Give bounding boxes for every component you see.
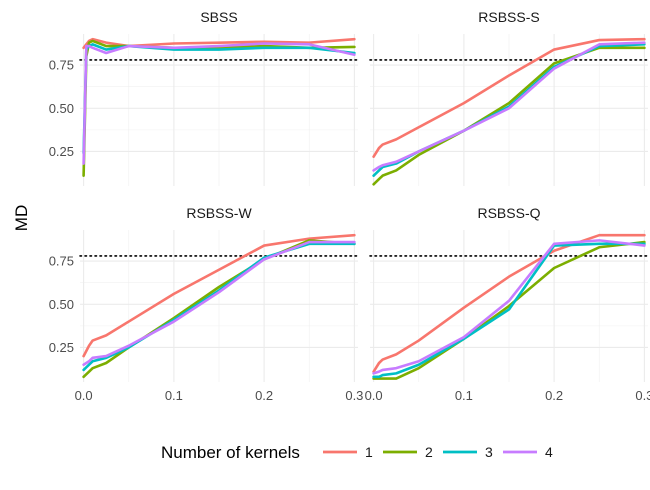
legend-label-2: 2 xyxy=(425,444,433,460)
series-line-4 xyxy=(372,41,646,172)
facet-panel: SBSS 0.25 0.50 0.75 xyxy=(49,9,359,186)
x-tick-label: 0.2 xyxy=(545,388,563,403)
series-line-2 xyxy=(372,240,646,380)
panel-title: RSBSS-S xyxy=(478,9,539,25)
y-tick-label: 0.50 xyxy=(49,101,74,116)
y-tick-label: 0.75 xyxy=(49,254,74,269)
series-line-4 xyxy=(82,240,356,367)
facet-panel: RSBSS-Q 0.0 0.1 0.2 0.3 xyxy=(365,205,650,403)
panel-title: SBSS xyxy=(200,9,237,25)
series-line-4 xyxy=(372,239,646,375)
legend-label-3: 3 xyxy=(485,444,493,460)
y-tick-label: 0.50 xyxy=(49,297,74,312)
legend-title: Number of kernels xyxy=(161,443,300,462)
series-line-1 xyxy=(372,37,646,158)
panel-title: RSBSS-W xyxy=(186,205,252,221)
x-tick-label: 0.3 xyxy=(635,388,650,403)
series-line-3 xyxy=(372,242,646,379)
facet-panel: RSBSS-W 0.25 0.50 0.75 0.0 0.1 0.2 0.3 xyxy=(49,205,364,403)
x-tick-label: 0.0 xyxy=(75,388,93,403)
y-tick-label: 0.75 xyxy=(49,58,74,73)
panel-title: RSBSS-Q xyxy=(477,205,540,221)
y-axis-label: MD xyxy=(12,205,31,231)
x-tick-label: 0.2 xyxy=(255,388,273,403)
facet-panels: SBSS 0.25 0.50 0.75 RSBSS-S RSBSS-W 0.25 0.50 0.… xyxy=(49,9,650,403)
legend-label-4: 4 xyxy=(545,444,553,460)
facet-panel: RSBSS-S xyxy=(369,9,649,186)
x-tick-label: 0.0 xyxy=(365,388,383,403)
x-tick-label: 0.3 xyxy=(345,388,363,403)
series-line-4 xyxy=(82,42,356,165)
y-tick-label: 0.25 xyxy=(49,340,74,355)
legend: Number of kernels 1 2 3 4 xyxy=(161,443,553,462)
y-tick-label: 0.25 xyxy=(49,144,74,159)
x-tick-label: 0.1 xyxy=(165,388,183,403)
x-tick-label: 0.1 xyxy=(455,388,473,403)
legend-label-1: 1 xyxy=(365,444,373,460)
series-line-1 xyxy=(82,233,356,358)
